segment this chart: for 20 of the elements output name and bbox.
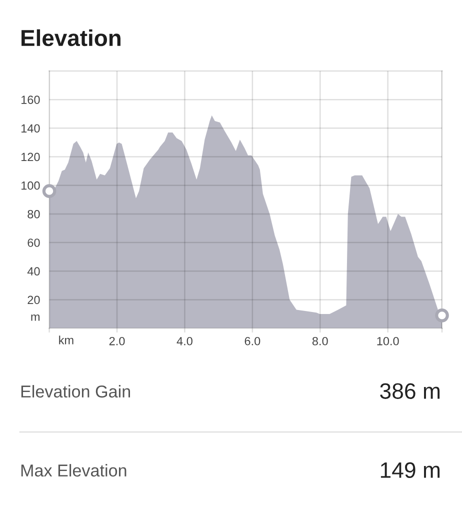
text: Max Elevation [21, 464, 126, 477]
x-tick-label: 8.0 [312, 336, 328, 346]
y-tick-label: 160 [21, 96, 40, 104]
text: Elevation Gain [21, 385, 130, 398]
chart-title: Elevation [22, 29, 120, 46]
y-axis-title: m [31, 314, 40, 321]
x-tick-label: 4.0 [176, 336, 192, 346]
x-tick-label: 6.0 [244, 336, 260, 346]
y-tick-label: 20 [28, 296, 40, 304]
y-tick-label: 140 [21, 124, 40, 133]
y-tick-label: 100 [21, 181, 40, 190]
y-tick-label: 60 [28, 238, 40, 247]
x-tick-label: 10.0 [377, 336, 399, 346]
x-tick-label: 2.0 [109, 336, 125, 346]
x-axis-title: km [59, 336, 74, 344]
y-tick-label: 40 [27, 267, 40, 276]
y-tick-label: 120 [21, 152, 40, 162]
text: 149 m [380, 462, 440, 478]
y-tick-label: 80 [28, 210, 40, 218]
text: 386 m [380, 383, 440, 399]
